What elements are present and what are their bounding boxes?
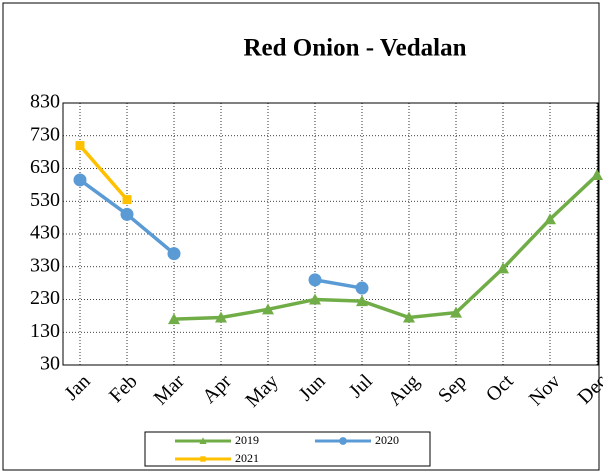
y-tick-label: 430 — [30, 222, 60, 244]
marker — [339, 437, 347, 445]
marker — [200, 456, 206, 462]
y-tick-label: 30 — [40, 353, 60, 375]
y-tick-label: 130 — [30, 320, 60, 342]
marker — [450, 306, 462, 318]
legend-label: 2019 — [235, 433, 259, 447]
marker — [544, 213, 556, 225]
plot-border — [62, 102, 599, 366]
legend: 2019 2020 2021 — [144, 431, 431, 467]
marker — [75, 141, 85, 151]
y-tick-label: 730 — [30, 123, 60, 145]
marker — [403, 311, 415, 323]
marker — [168, 313, 180, 325]
legend-label: 2021 — [235, 451, 259, 465]
marker — [199, 437, 207, 444]
marker — [120, 207, 134, 221]
marker — [73, 173, 87, 187]
marker — [497, 262, 509, 274]
marker — [262, 303, 274, 315]
legend-label: 2020 — [375, 433, 399, 447]
y-tick-label: 830 — [30, 91, 60, 113]
marker — [355, 281, 369, 295]
marker — [309, 293, 321, 305]
y-tick-label: 230 — [30, 287, 60, 309]
y-tick-label: 330 — [30, 254, 60, 276]
marker — [167, 247, 181, 261]
series-line — [173, 173, 599, 321]
marker — [591, 169, 603, 181]
marker — [356, 295, 368, 307]
series-line — [78, 144, 129, 201]
y-tick-label: 630 — [30, 156, 60, 178]
chart-title: Red Onion - Vedalan — [244, 35, 467, 62]
marker — [308, 273, 322, 287]
marker — [122, 195, 132, 205]
y-tick-label: 530 — [30, 189, 60, 211]
marker — [215, 311, 227, 323]
